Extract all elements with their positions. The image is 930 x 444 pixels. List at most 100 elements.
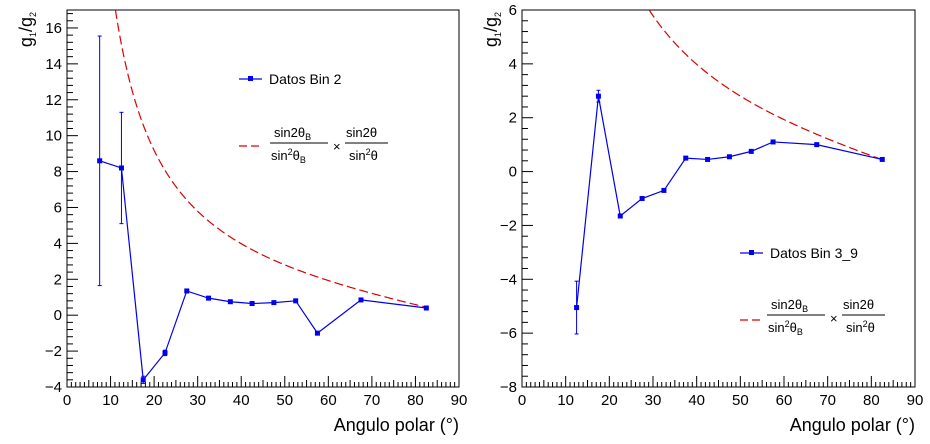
right-legend-data-label: Datos Bin 3_9 bbox=[770, 245, 858, 261]
left-data-point bbox=[423, 305, 429, 311]
right-data-point bbox=[574, 305, 580, 311]
right-y-tick-label: 4 bbox=[509, 56, 517, 73]
right-theory-curve bbox=[648, 9, 883, 161]
right-x-tick-label: 50 bbox=[732, 392, 749, 409]
left-theory-curve bbox=[114, 9, 427, 308]
left-frac1-numerator: sin2θB bbox=[274, 125, 311, 142]
right-x-tick-label: 70 bbox=[819, 392, 836, 409]
left-data-point bbox=[206, 295, 212, 301]
right-frac1-den-a: sin bbox=[768, 320, 785, 335]
right-frac1-den-sub: B bbox=[797, 327, 803, 337]
right-y-tick-label: 6 bbox=[509, 2, 517, 19]
right-y-title-slash: /g bbox=[481, 17, 501, 32]
right-x-tick-label: 0 bbox=[518, 392, 526, 409]
left-frac1-num-sub: B bbox=[305, 132, 311, 142]
left-x-tick-label: 10 bbox=[102, 392, 119, 409]
right-legend: Datos Bin 3_9 sin2θB sin2θB × sin2θ sin2… bbox=[740, 245, 885, 337]
left-y-tick-label: 10 bbox=[45, 128, 62, 145]
right-frac1-den-b: θ bbox=[790, 320, 797, 335]
left-frac1-denominator: sin2θB bbox=[271, 147, 306, 165]
right-x-tick-label: 20 bbox=[601, 392, 618, 409]
left-data-point bbox=[140, 377, 146, 383]
left-data-point bbox=[271, 300, 277, 306]
left-frac1-den-b: θ bbox=[293, 148, 300, 163]
right-x-tick-label: 90 bbox=[907, 392, 924, 409]
left-y-title-sub2: 2 bbox=[28, 12, 38, 17]
left-data-line bbox=[99, 160, 427, 382]
left-y-axis-title: g1/g2 bbox=[16, 12, 38, 47]
left-data-point bbox=[314, 330, 320, 336]
left-data-point bbox=[97, 158, 103, 164]
right-frac1-num-a: sin2θ bbox=[771, 297, 802, 312]
left-y-tick-label: 4 bbox=[54, 235, 62, 252]
left-data-point bbox=[358, 297, 364, 303]
right-frac1-num-sub: B bbox=[802, 304, 808, 314]
left-y-tick-label: 12 bbox=[45, 92, 62, 109]
right-frac1-den-sup: 2 bbox=[785, 319, 790, 329]
right-data-line bbox=[575, 96, 883, 308]
left-frac1-den-a: sin bbox=[271, 148, 288, 163]
left-x-tick-label: 30 bbox=[189, 392, 206, 409]
left-x-tick-label: 90 bbox=[451, 392, 468, 409]
right-frac2-den-a: sin bbox=[846, 320, 863, 335]
right-y-title-sub1: 1 bbox=[493, 32, 503, 37]
right-y-tick-label: −8 bbox=[500, 379, 517, 396]
right-frac1-numerator: sin2θB bbox=[771, 297, 808, 314]
left-x-tick-label: 50 bbox=[276, 392, 293, 409]
left-y-title-sub1: 1 bbox=[28, 32, 38, 37]
right-data-point bbox=[770, 139, 776, 145]
left-y-tick-label: 16 bbox=[45, 20, 62, 37]
right-y-tick-label: 2 bbox=[509, 110, 517, 127]
right-data-point bbox=[617, 213, 623, 219]
left-data-series bbox=[97, 35, 429, 384]
right-x-tick-label: 10 bbox=[557, 392, 574, 409]
left-x-tick-label: 80 bbox=[407, 392, 424, 409]
left-frac1-den-sup: 2 bbox=[288, 147, 293, 157]
left-y-title-g: g bbox=[16, 37, 36, 47]
right-x-tick-label: 40 bbox=[688, 392, 705, 409]
left-data-point bbox=[227, 299, 233, 305]
left-frac2-denominator: sin2θ bbox=[349, 147, 378, 163]
left-frac2-den-sup: 2 bbox=[366, 147, 371, 157]
right-x-tick-label: 60 bbox=[776, 392, 793, 409]
right-frac2-den-b: θ bbox=[868, 320, 875, 335]
left-legend-data-label: Datos Bin 2 bbox=[269, 71, 342, 87]
right-frac2-denominator: sin2θ bbox=[846, 319, 875, 335]
left-frac1-num-a: sin2θ bbox=[274, 125, 305, 140]
right-y-axis-title: g1/g2 bbox=[481, 12, 503, 47]
right-frac2-den-sup: 2 bbox=[863, 319, 868, 329]
left-x-axis-title: Angulo polar (°) bbox=[334, 415, 459, 435]
right-frac2-numerator: sin2θ bbox=[843, 297, 874, 312]
right-data-point bbox=[661, 187, 667, 193]
right-tick-labels: 0 10 20 30 40 50 60 70 80 90 −8 −6 −4 −2 0 2 4 6 bbox=[500, 2, 923, 409]
right-legend-formula: sin2θB sin2θB × sin2θ sin2θ bbox=[767, 297, 885, 337]
right-y-title-sub2: 2 bbox=[493, 12, 503, 17]
right-y-tick-label: −6 bbox=[500, 325, 517, 342]
left-tick-labels: 0 10 20 30 40 50 60 70 80 90 −4 −2 0 2 4 6 8 10 12 14 16 bbox=[45, 20, 467, 409]
left-ticks bbox=[66, 13, 460, 388]
left-legend: Datos Bin 2 sin2θB sin2θB × sin2θ sin2θ bbox=[239, 71, 388, 165]
right-chart-panel: 0 10 20 30 40 50 60 70 80 90 −8 −6 −4 −2 0 2 4 6 Angulo p… bbox=[481, 2, 923, 435]
left-y-tick-label: −4 bbox=[45, 379, 62, 396]
left-y-tick-label: 2 bbox=[54, 271, 62, 288]
left-legend-formula: sin2θB sin2θB × sin2θ sin2θ bbox=[270, 125, 388, 165]
left-y-tick-label: 8 bbox=[54, 164, 62, 181]
left-data-point bbox=[293, 298, 299, 304]
right-frac1-denominator: sin2θB bbox=[768, 319, 803, 337]
left-x-tick-label: 60 bbox=[320, 392, 337, 409]
right-y-tick-label: −4 bbox=[500, 271, 517, 288]
right-data-point bbox=[726, 154, 732, 160]
left-y-tick-label: 6 bbox=[54, 199, 62, 216]
right-data-series bbox=[574, 89, 885, 335]
right-y-tick-label: 0 bbox=[509, 164, 517, 181]
left-times-sign: × bbox=[333, 139, 341, 154]
left-data-point bbox=[184, 288, 190, 294]
left-legend-data-marker bbox=[248, 76, 253, 81]
left-y-tick-label: 14 bbox=[45, 56, 62, 73]
right-data-point bbox=[639, 196, 645, 201]
right-x-tick-label: 80 bbox=[863, 392, 880, 409]
left-y-tick-label: −2 bbox=[45, 343, 62, 360]
left-x-tick-label: 40 bbox=[233, 392, 250, 409]
